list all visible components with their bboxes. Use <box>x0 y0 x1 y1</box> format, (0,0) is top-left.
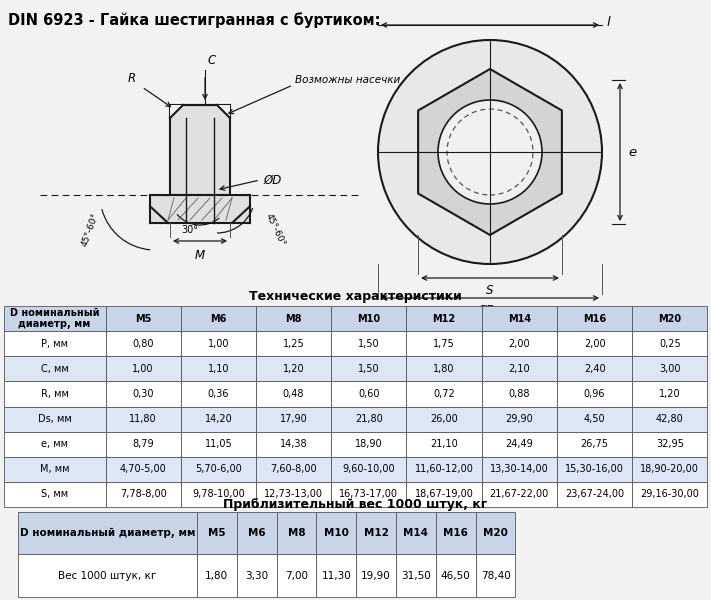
Text: DIN 6923 - Гайка шестигранная с буртиком:: DIN 6923 - Гайка шестигранная с буртиком… <box>8 12 380 28</box>
Text: M: M <box>195 249 205 262</box>
Circle shape <box>378 40 602 264</box>
Text: 30°: 30° <box>181 225 198 235</box>
Text: Приблизительный вес 1000 штук, кг: Приблизительный вес 1000 штук, кг <box>223 498 488 511</box>
Polygon shape <box>418 69 562 235</box>
Text: 45°-60°: 45°-60° <box>80 212 100 248</box>
Polygon shape <box>217 105 230 118</box>
Text: ØD: ØD <box>263 173 282 187</box>
Text: Технические характеристики: Технические характеристики <box>249 290 462 303</box>
Text: Возможны насечки: Возможны насечки <box>295 75 400 85</box>
Bar <box>150 195 250 223</box>
Text: 45°-60°: 45°-60° <box>264 212 287 248</box>
Text: R: R <box>128 72 136 85</box>
Text: ØDs: ØDs <box>478 304 502 317</box>
Text: C: C <box>208 54 216 67</box>
Circle shape <box>447 109 533 195</box>
Text: e: e <box>628 145 636 158</box>
Text: S: S <box>486 284 493 297</box>
Circle shape <box>438 100 542 204</box>
Polygon shape <box>170 105 183 118</box>
Text: l: l <box>607 16 611 29</box>
Bar <box>170 105 230 195</box>
